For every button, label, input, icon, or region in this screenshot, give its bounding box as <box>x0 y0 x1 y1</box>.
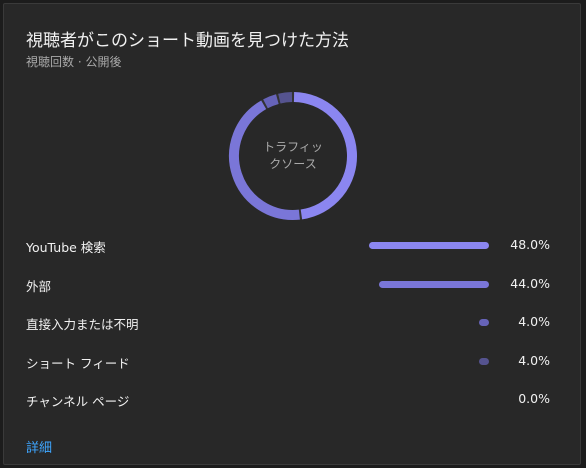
source-bar <box>369 242 489 249</box>
source-row-channel-page: チャンネル ページ 0.0% <box>4 381 582 420</box>
source-row-direct-unknown: 直接入力または不明 4.0% <box>4 304 582 343</box>
traffic-source-donut: トラフィックソース <box>225 88 361 224</box>
source-bar <box>479 319 489 326</box>
source-row-external: 外部 44.0% <box>4 266 582 305</box>
source-row-shorts-feed: ショート フィード 4.0% <box>4 343 582 382</box>
details-link[interactable]: 詳細 <box>26 441 53 456</box>
traffic-source-card: 視聴者がこのショート動画を見つけた方法 視聴回数 · 公開後 トラフィックソース… <box>3 3 581 465</box>
donut-slice <box>229 100 300 220</box>
source-bar <box>379 280 489 288</box>
source-bar <box>479 357 489 365</box>
source-value: 0.0% <box>518 391 550 406</box>
source-label: チャンネル ページ <box>26 394 130 409</box>
source-label: YouTube 検索 <box>26 240 106 255</box>
donut-slice <box>293 92 357 220</box>
source-bar-track <box>369 242 489 249</box>
donut-center-label: トラフィックソース <box>263 140 323 171</box>
traffic-source-list: YouTube 検索 48.0% 外部 44.0% 直接入力または不明 4.0%… <box>4 227 582 420</box>
source-label: ショート フィード <box>26 355 130 371</box>
source-bar-track <box>369 319 489 326</box>
source-bar-track <box>369 396 489 403</box>
source-value: 48.0% <box>510 237 550 252</box>
card-title: 視聴者がこのショート動画を見つけた方法 <box>26 31 349 51</box>
source-label: 外部 <box>26 278 52 294</box>
source-bar-track <box>369 357 489 365</box>
source-value: 44.0% <box>510 275 550 291</box>
source-label: 直接入力または不明 <box>26 317 139 332</box>
donut-chart <box>229 92 357 220</box>
card-subtitle: 視聴回数 · 公開後 <box>26 55 122 69</box>
source-bar-track <box>369 280 489 288</box>
donut-slice <box>263 94 279 109</box>
source-row-youtube-search: YouTube 検索 48.0% <box>4 227 582 266</box>
donut-slice <box>278 92 293 104</box>
source-value: 4.0% <box>518 352 550 368</box>
source-value: 4.0% <box>518 314 550 329</box>
